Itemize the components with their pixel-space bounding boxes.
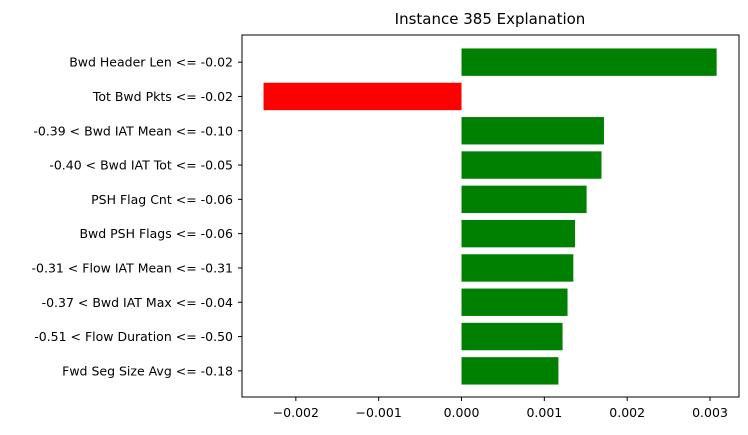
x-tick-label: −0.001 (356, 405, 402, 420)
y-tick-label: -0.40 < Bwd IAT Tot <= -0.05 (49, 158, 233, 173)
x-tick-label: 0.000 (444, 405, 480, 420)
bar (461, 185, 587, 214)
bar (461, 322, 563, 351)
bar (461, 254, 574, 282)
y-tick-label: Bwd Header Len <= -0.02 (69, 55, 233, 70)
x-axis-ticks: −0.002 −0.001 0.000 0.001 0.002 0.003 (273, 397, 728, 420)
x-tick-label: 0.001 (526, 405, 562, 420)
x-tick-label: 0.003 (692, 405, 728, 420)
bars-group (263, 48, 717, 385)
y-tick-label: -0.37 < Bwd IAT Max <= -0.04 (42, 295, 233, 310)
y-tick-label: -0.51 < Flow Duration <= -0.50 (34, 329, 233, 344)
y-tick-labels: Bwd Header Len <= -0.02 Tot Bwd Pkts <= -… (32, 55, 242, 378)
y-tick-label: Fwd Seg Size Avg <= -0.18 (62, 363, 233, 378)
bar (263, 82, 462, 111)
chart-title: Instance 385 Explanation (395, 10, 586, 28)
bar (461, 357, 559, 385)
y-tick-label: Bwd PSH Flags <= -0.06 (79, 226, 233, 241)
plot-frame (241, 34, 740, 398)
x-tick-label: 0.002 (609, 405, 645, 420)
bar (461, 288, 568, 316)
x-tick-label: −0.002 (273, 405, 319, 420)
y-tick-label: -0.39 < Bwd IAT Mean <= -0.10 (33, 123, 233, 138)
bar (461, 48, 717, 76)
y-tick-label: Tot Bwd Pkts <= -0.02 (92, 89, 233, 104)
bar (461, 151, 602, 179)
bar (461, 219, 575, 248)
bar (461, 117, 604, 145)
y-tick-label: PSH Flag Cnt <= -0.06 (91, 192, 233, 207)
y-tick-label: -0.31 < Flow IAT Mean <= -0.31 (32, 260, 233, 275)
